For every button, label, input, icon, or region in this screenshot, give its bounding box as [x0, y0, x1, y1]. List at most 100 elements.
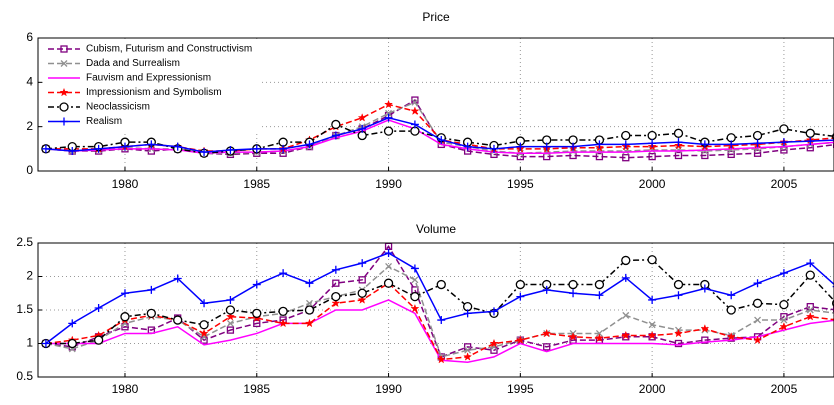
marker [384, 113, 393, 122]
marker [701, 151, 709, 160]
marker [226, 319, 234, 327]
series-line [45, 282, 834, 361]
marker [727, 291, 736, 300]
marker [515, 335, 525, 345]
marker [805, 270, 815, 280]
marker [252, 144, 261, 153]
plot-area [41, 243, 834, 364]
marker [41, 339, 50, 348]
marker [385, 109, 393, 117]
marker [67, 338, 77, 349]
marker [568, 332, 578, 341]
marker [463, 142, 472, 151]
marker [252, 308, 262, 319]
marker [147, 140, 156, 149]
marker [383, 278, 394, 288]
marker [673, 328, 684, 338]
marker [357, 288, 367, 298]
y-tick-label: 0.5 [16, 369, 33, 383]
x-tick-label: 1980 [112, 382, 139, 396]
x-tick-label: 2005 [771, 177, 798, 191]
marker [358, 124, 367, 133]
marker [60, 60, 68, 67]
marker [358, 276, 366, 284]
marker [436, 354, 446, 364]
marker [68, 319, 77, 328]
marker [120, 142, 129, 151]
x-tick-label: 1995 [507, 382, 534, 396]
marker [489, 307, 498, 316]
marker [701, 336, 709, 344]
marker [410, 303, 420, 313]
marker [621, 140, 630, 149]
marker [779, 138, 788, 147]
marker [331, 131, 340, 140]
y-tick-label: 1.5 [16, 302, 33, 316]
marker [674, 151, 683, 160]
legend-label: Impressionism and Symbolism [86, 87, 222, 98]
marker [779, 124, 789, 134]
y-tick-label: 6 [26, 30, 33, 44]
marker [727, 150, 735, 159]
marker [253, 319, 261, 328]
marker [780, 316, 788, 324]
series-line [45, 265, 834, 358]
marker [594, 279, 605, 290]
marker [410, 264, 419, 273]
marker [226, 326, 235, 334]
marker [60, 45, 68, 53]
marker [806, 137, 815, 146]
marker [700, 284, 709, 293]
marker [226, 295, 235, 304]
marker [304, 318, 315, 328]
marker [200, 299, 209, 308]
marker [779, 321, 789, 331]
x-tick-label: 2000 [639, 177, 666, 191]
marker [383, 126, 394, 136]
marker [463, 352, 473, 361]
marker [305, 140, 314, 149]
marker [700, 140, 709, 149]
marker [647, 255, 657, 265]
marker [410, 291, 420, 302]
marker [806, 259, 815, 268]
x-tick-label: 1990 [375, 177, 402, 191]
marker [621, 130, 631, 141]
marker [647, 330, 657, 340]
marker [674, 138, 683, 147]
marker [648, 321, 656, 329]
marker [673, 279, 684, 290]
marker [60, 117, 68, 126]
marker [752, 130, 763, 141]
marker [543, 343, 551, 351]
marker [595, 140, 604, 149]
marker [464, 346, 472, 354]
marker [225, 311, 235, 321]
marker [199, 328, 209, 338]
marker [727, 140, 736, 149]
marker [515, 279, 525, 290]
marker [622, 154, 630, 162]
marker [357, 295, 367, 304]
marker [621, 255, 631, 266]
marker [59, 87, 69, 97]
marker [805, 311, 815, 321]
marker [621, 330, 631, 340]
x-tick-label: 2005 [771, 382, 798, 396]
marker [278, 306, 288, 316]
legend-label: Dada and Surrealism [86, 58, 180, 69]
marker [331, 291, 341, 302]
marker [673, 128, 684, 138]
x-tick-label: 1985 [243, 382, 270, 396]
x-tick-label: 1995 [507, 177, 534, 191]
marker [94, 144, 103, 153]
marker [252, 280, 261, 289]
legend-label: Fauvism and Expressionism [86, 73, 211, 84]
marker [59, 102, 69, 112]
marker [805, 128, 815, 138]
marker [410, 120, 419, 129]
marker [569, 142, 578, 151]
marker [147, 285, 156, 294]
y-tick-label: 2 [26, 119, 33, 133]
marker [41, 144, 50, 153]
